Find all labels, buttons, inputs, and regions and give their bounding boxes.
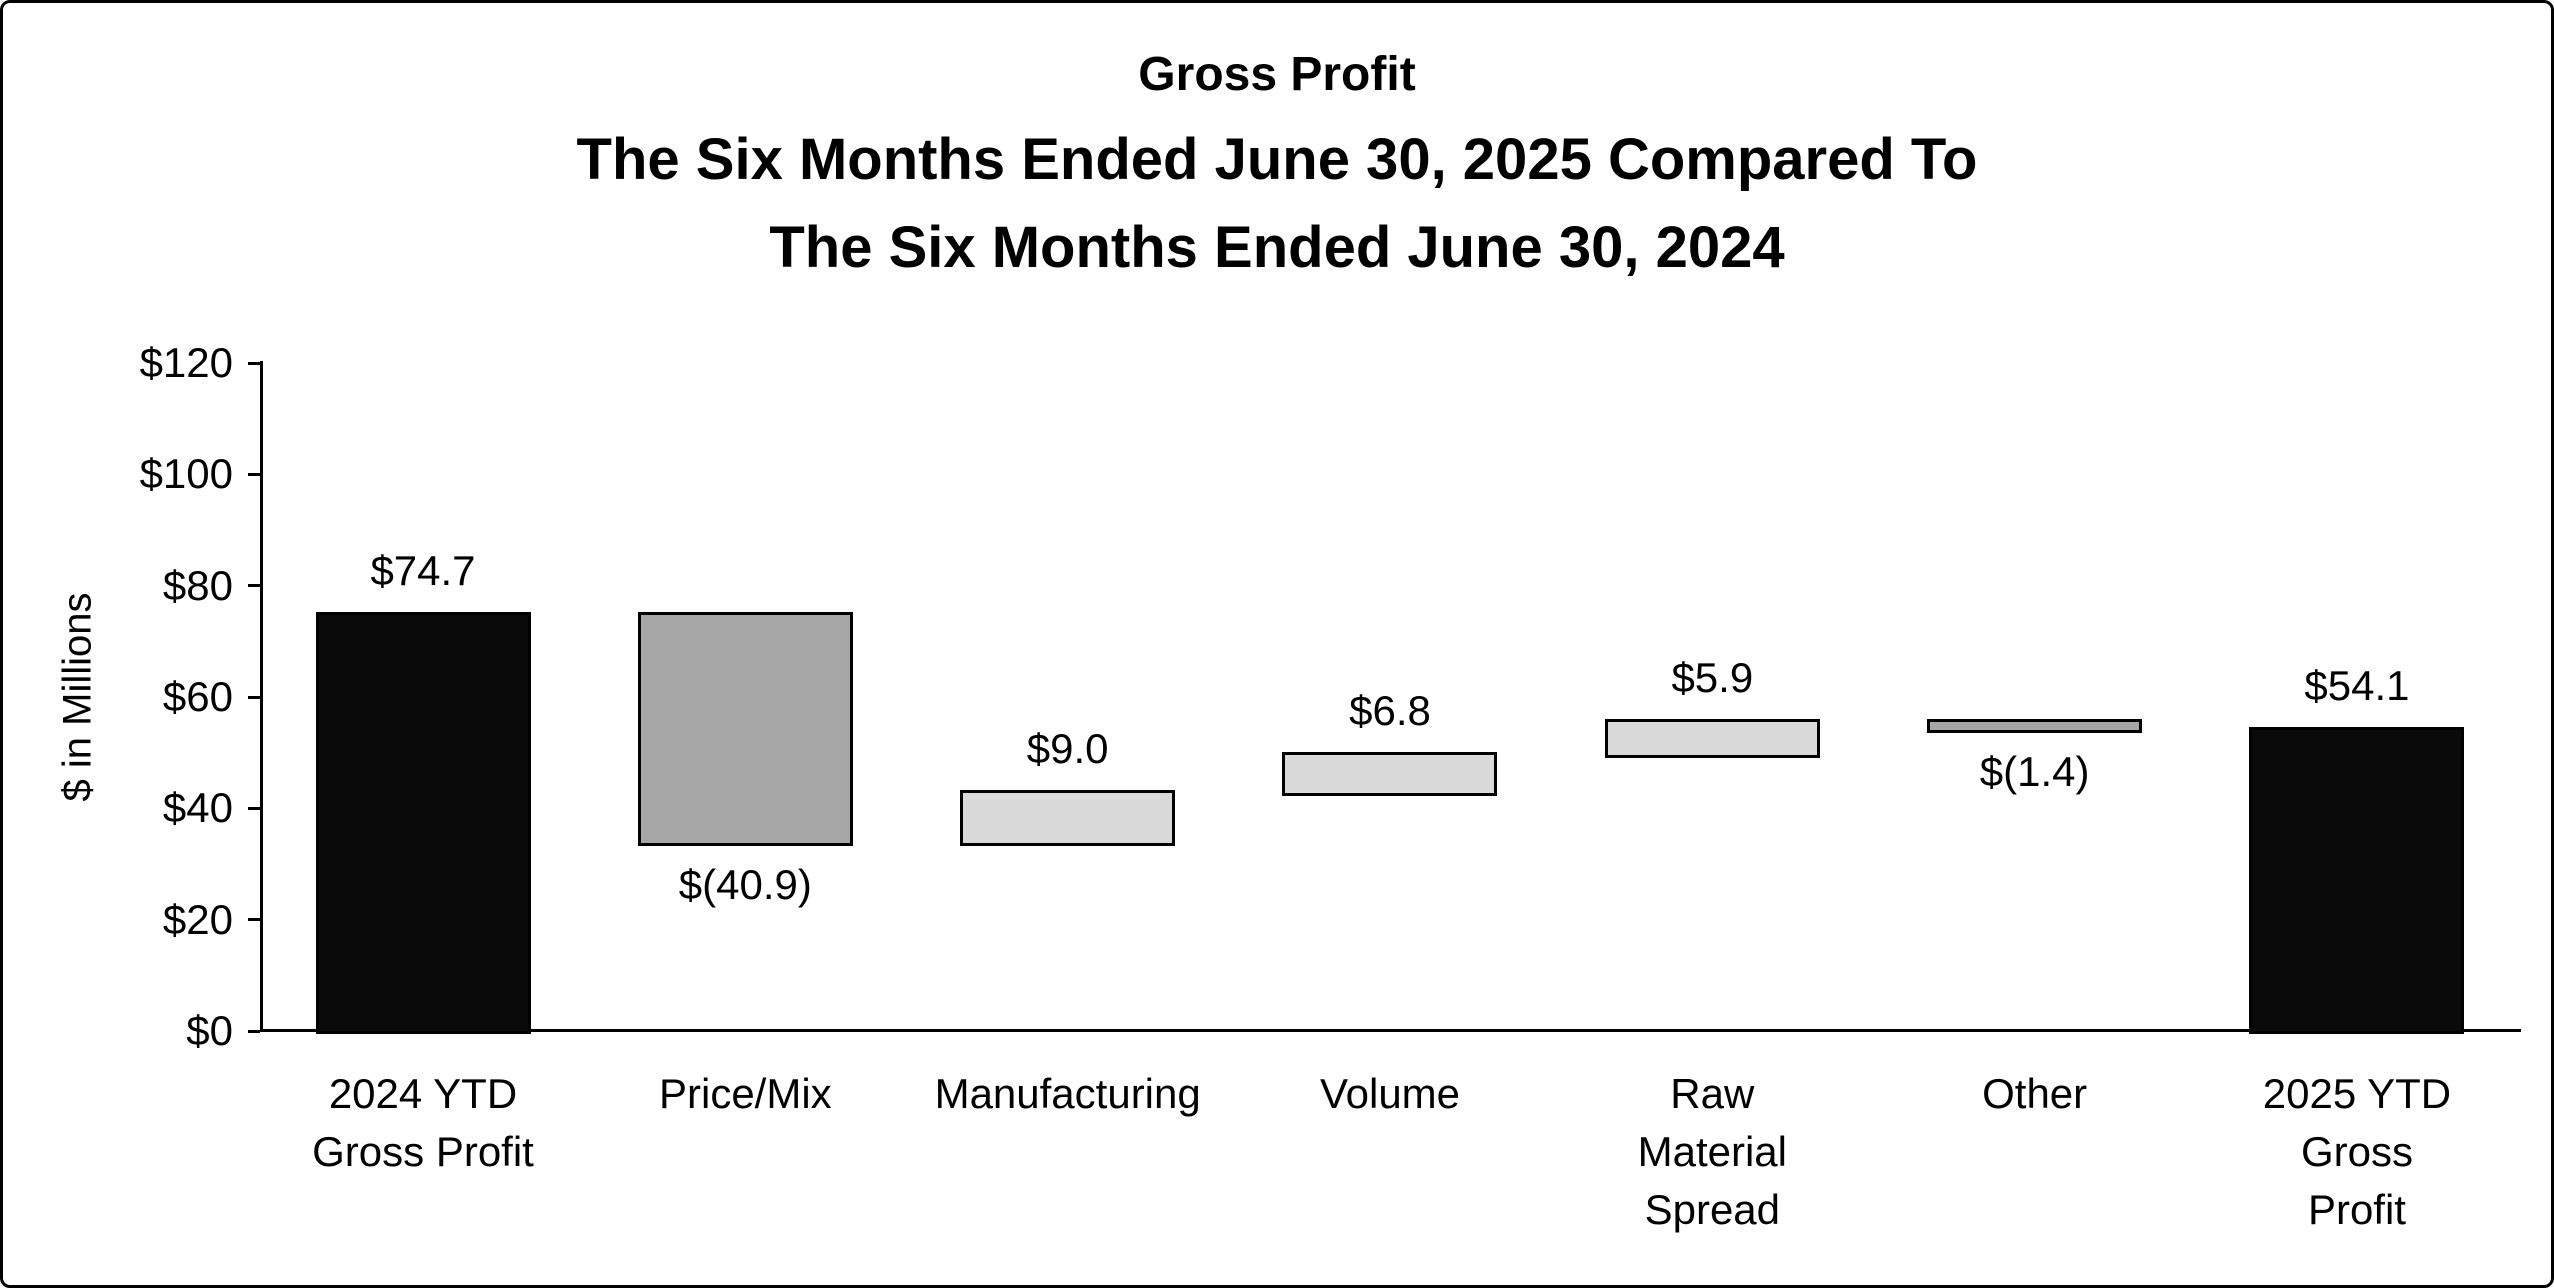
y-axis-line	[260, 361, 263, 1032]
category-label-line: Volume	[1319, 1070, 1461, 1117]
y-axis-tick	[248, 584, 260, 588]
waterfall-bar-3	[960, 789, 1176, 846]
chart-title-line-3: The Six Months Ended June 30, 2024	[769, 215, 1785, 280]
y-axis-tick	[248, 695, 260, 699]
waterfall-bar-2	[637, 612, 853, 846]
category-label: Other	[1875, 1065, 2195, 1123]
bar-value-label: $74.7	[370, 547, 476, 595]
category-label: Manufacturing	[908, 1065, 1228, 1123]
category-label-line: Gross Profit	[312, 1128, 534, 1175]
bar-value-label: $6.8	[1349, 686, 1431, 734]
category-label-line: Other	[1982, 1070, 2088, 1117]
bar-value-label: $(1.4)	[1979, 747, 2090, 795]
category-label: Raw Material Spread	[1552, 1065, 1872, 1239]
category-label: 2024 YTD Gross Profit	[263, 1065, 583, 1181]
bar-value-label: $54.1	[2304, 661, 2410, 709]
y-axis-tick	[248, 918, 260, 922]
y-axis-tick-label: $60	[162, 673, 233, 720]
category-label-line: 2025 YTD	[2262, 1070, 2452, 1117]
bar-value-label: $5.9	[1671, 654, 1754, 702]
bar-value-label: $(40.9)	[678, 860, 812, 908]
y-axis-tick	[248, 1029, 260, 1033]
category-label-line: Price/Mix	[658, 1070, 832, 1117]
category-label-line: Spread	[1644, 1186, 1781, 1233]
category-label-line: Profit	[2307, 1186, 2406, 1233]
y-axis-tick-label: $100	[139, 450, 233, 498]
waterfall-bar-6	[1927, 719, 2143, 733]
waterfall-bar-4	[1282, 751, 1498, 796]
y-axis-tick	[248, 806, 260, 810]
y-axis-tick-label: $120	[139, 339, 233, 386]
waterfall-bar-7	[2249, 726, 2465, 1034]
category-label: Price/Mix	[585, 1065, 905, 1123]
category-label: 2025 YTD Gross Profit	[2197, 1065, 2517, 1239]
bar-value-label: $9.0	[1026, 724, 1109, 772]
chart-title-line-1: Gross Profit	[1138, 48, 1416, 101]
y-axis-tick-label: $80	[162, 561, 233, 609]
category-label-line: Raw	[1670, 1070, 1755, 1117]
category-label: Volume	[1230, 1065, 1550, 1123]
x-axis-line	[260, 1029, 2521, 1032]
waterfall-bar-5	[1604, 719, 1820, 758]
chart-title-line-2: The Six Months Ended June 30, 2025 Compa…	[576, 127, 1978, 192]
y-axis-tick-label: $40	[162, 784, 233, 832]
category-label-line: Material	[1637, 1128, 1787, 1175]
category-label-line: 2024 YTD	[328, 1070, 518, 1117]
y-axis-tick-label: $0	[186, 1007, 233, 1054]
waterfall-bar-1	[315, 612, 531, 1034]
category-label-line: Gross	[2300, 1128, 2413, 1175]
y-axis-tick	[248, 472, 260, 476]
y-axis-tick-label: $20	[162, 895, 233, 943]
category-label-line: Manufacturing	[934, 1070, 1201, 1117]
y-axis-tick	[248, 361, 260, 365]
